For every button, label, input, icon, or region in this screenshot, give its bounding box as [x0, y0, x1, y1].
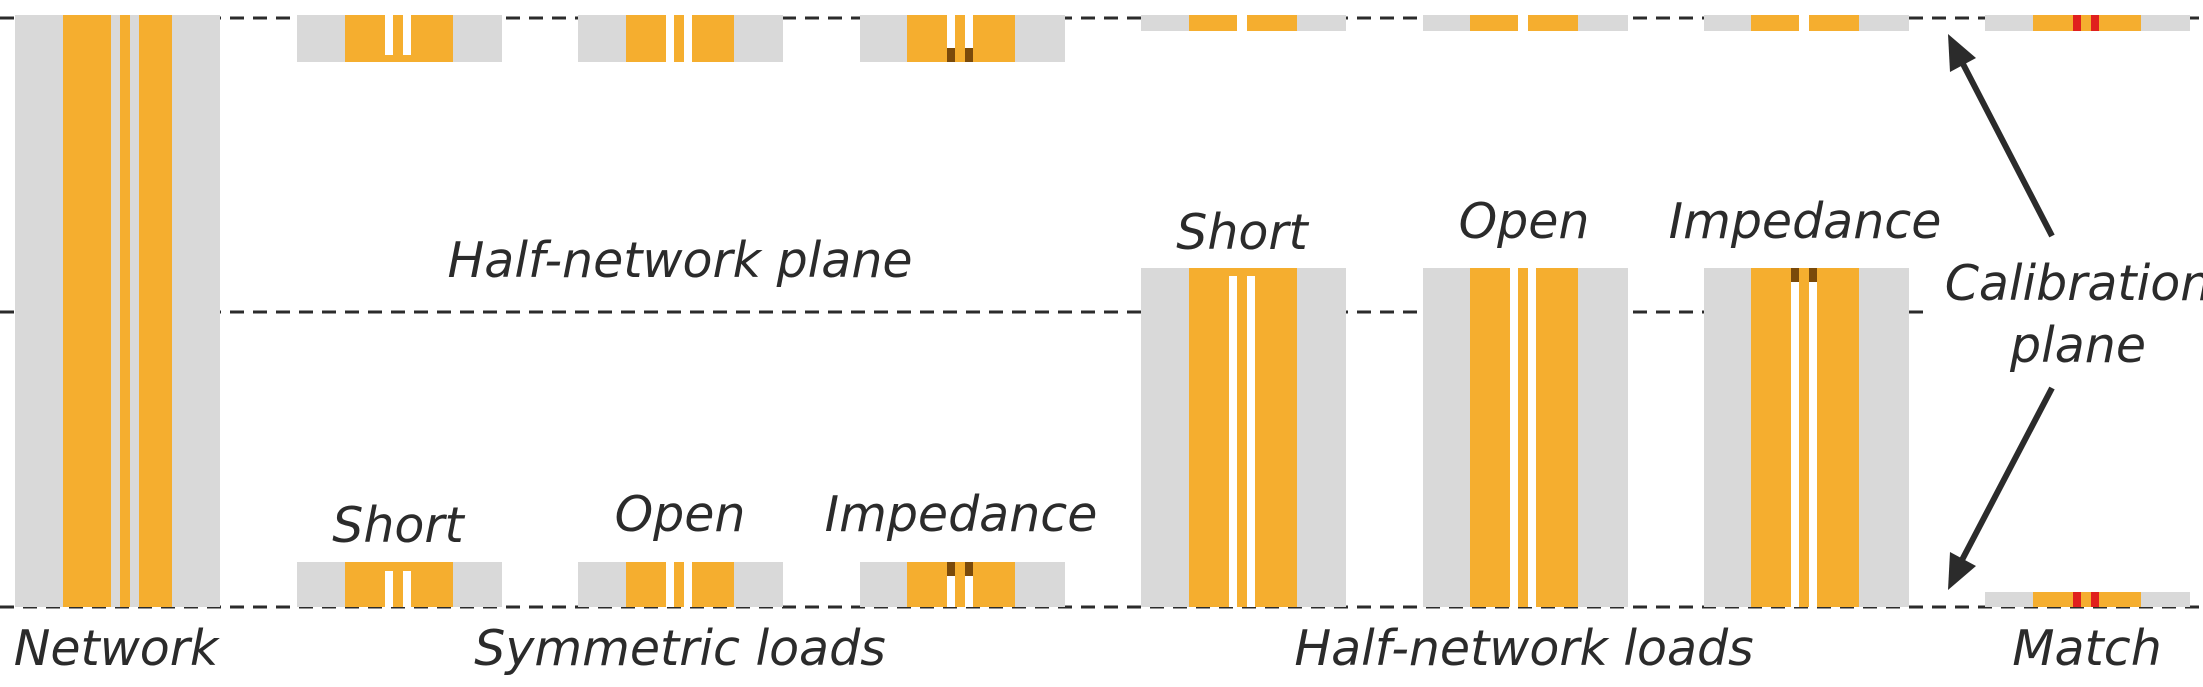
arrow-up-head [1948, 34, 1976, 72]
arrow-down-head [1948, 552, 1976, 590]
half-network-load-impedance [1704, 268, 1909, 607]
network-label: Network [14, 620, 220, 677]
network-structure [15, 15, 220, 607]
top-device-half-short [1141, 15, 1346, 31]
calibration-plane-label-line1: Calibration [1945, 255, 2203, 312]
half-network-load-open [1423, 268, 1628, 607]
half-network-loads-row [1141, 268, 1909, 607]
match-structure [1985, 592, 2190, 607]
top-device-impedance [860, 15, 1065, 62]
symmetric-load-impedance-label: Impedance [825, 486, 1098, 543]
half-network-plane-label: Half-network plane [447, 232, 912, 289]
symmetric-load-impedance [860, 562, 1065, 607]
network-conductor-right [139, 15, 172, 607]
symmetric-load-open [578, 562, 783, 607]
symmetric-load-short-label: Short [332, 497, 465, 554]
network-conductor-left [63, 15, 111, 607]
calibration-arrows [1948, 34, 2055, 590]
half-network-loads-label: Half-network loads [1294, 620, 1753, 677]
network-substrate [15, 15, 220, 607]
half-network-load-short-label: Short [1176, 204, 1309, 261]
symmetric-load-open-label: Open [615, 486, 746, 543]
match-label: Match [2012, 620, 2162, 677]
top-row-devices [297, 15, 2190, 62]
top-device-match [1985, 15, 2190, 31]
calibration-plane-label-line2: plane [2009, 317, 2146, 374]
arrow-down-line [1959, 386, 2055, 562]
top-device-open [578, 15, 783, 62]
network-conductor-center [120, 15, 130, 607]
half-network-load-impedance-label: Impedance [1669, 193, 1942, 250]
half-network-load-open-label: Open [1459, 193, 1590, 250]
symmetric-load-short [297, 562, 502, 607]
symmetric-loads-row [297, 562, 1065, 607]
half-network-load-short [1141, 268, 1346, 607]
top-device-half-impedance [1704, 15, 1909, 31]
symmetric-loads-label: Symmetric loads [474, 620, 885, 677]
top-device-half-open [1423, 15, 1628, 31]
arrow-up-line [1959, 60, 2055, 238]
top-device-short [297, 15, 502, 62]
